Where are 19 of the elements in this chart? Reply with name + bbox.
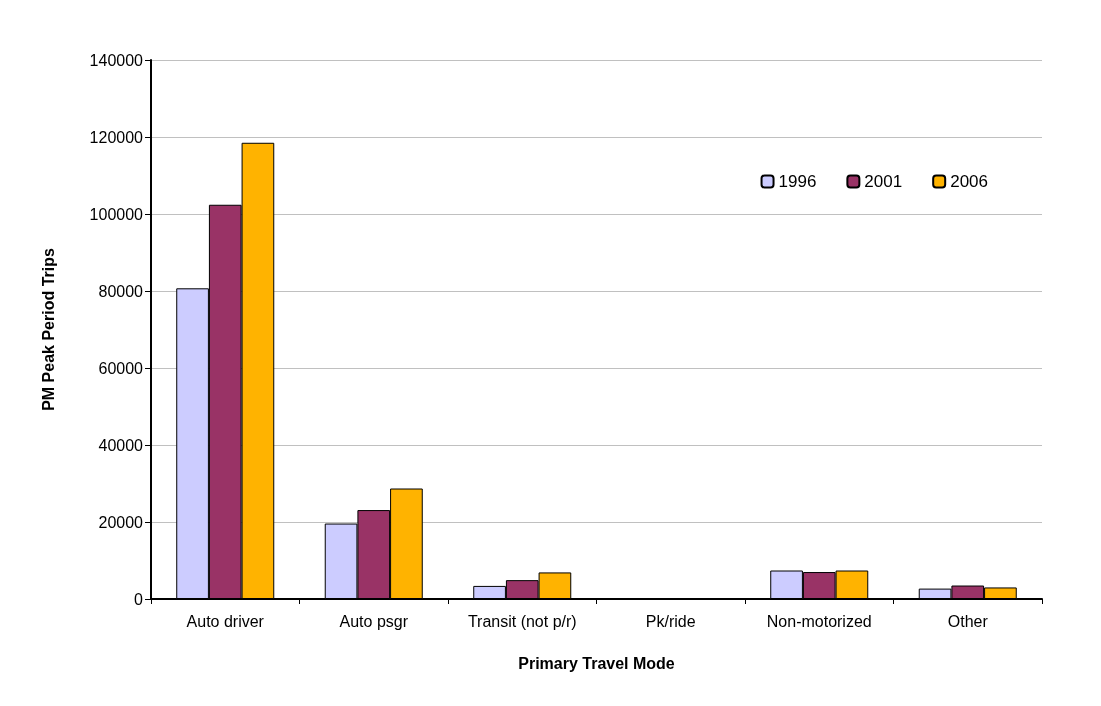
x-tick-label: Pk/ride (645, 612, 696, 630)
y-tick-label: 20000 (98, 513, 144, 531)
y-tick-label: 60000 (98, 359, 144, 377)
legend-label: 1996 (778, 172, 817, 191)
y-tick-label: 0 (134, 590, 144, 608)
x-tick-label: Auto psgr (339, 612, 409, 630)
x-tick-label: Other (947, 612, 989, 630)
x-axis-title: Primary Travel Mode (518, 654, 675, 672)
x-tick-label: Transit (not p/r) (467, 612, 577, 630)
y-tick-label: 120000 (89, 128, 144, 146)
y-tick-label: 40000 (98, 436, 144, 454)
x-tick-label: Non-motorized (766, 612, 872, 630)
x-tick-label: Auto driver (186, 612, 265, 630)
y-tick-label: 140000 (89, 51, 144, 69)
y-axis-title: PM Peak Period Trips (39, 248, 57, 411)
y-tick-label: 100000 (89, 205, 144, 223)
legend-label: 2006 (950, 172, 989, 191)
y-tick-label: 80000 (98, 282, 144, 300)
legend-label: 2001 (864, 172, 903, 191)
